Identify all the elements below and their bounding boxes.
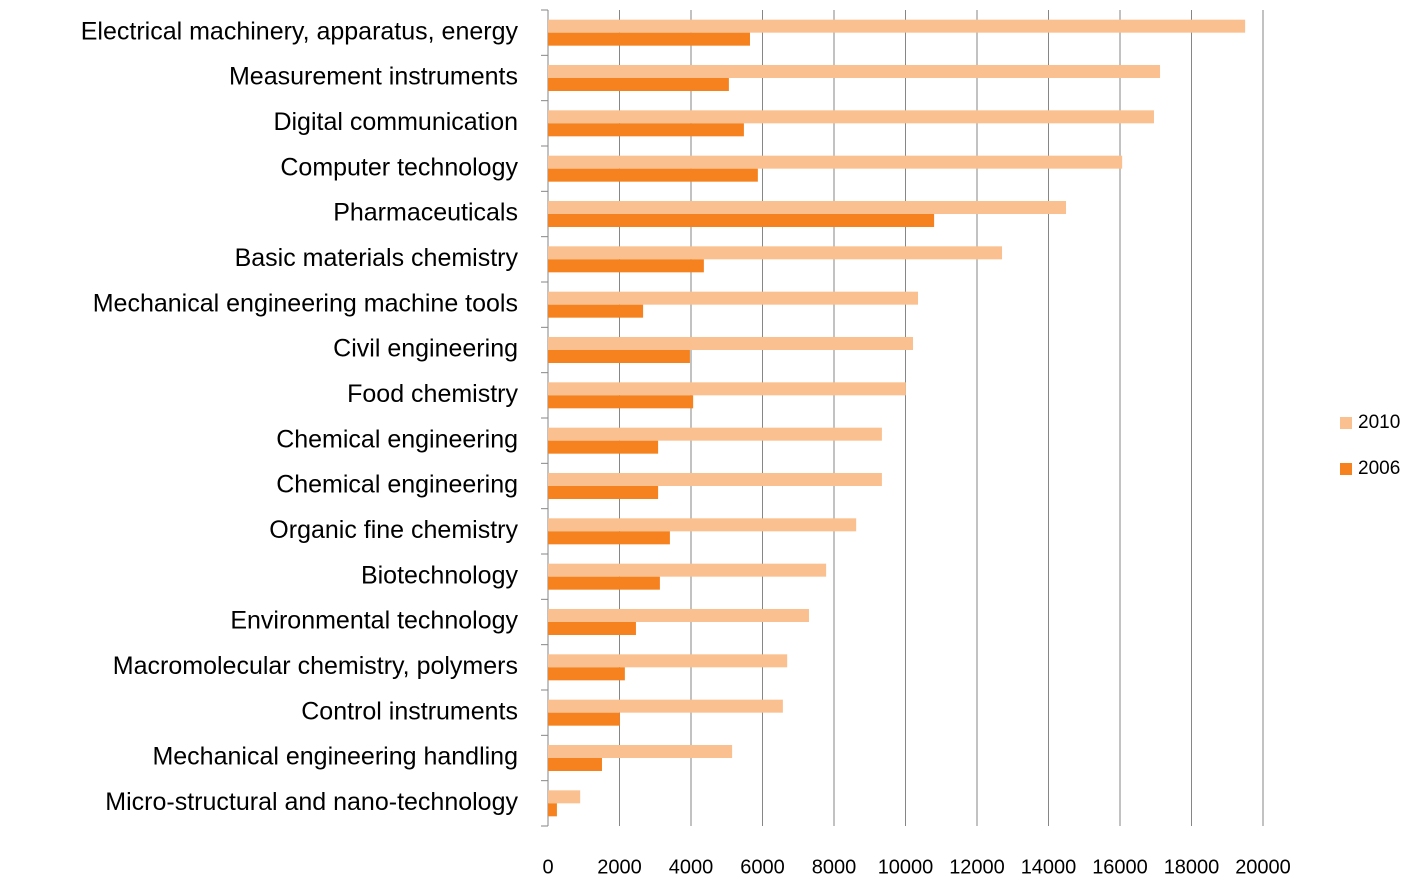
x-tick-label: 4000 [669,856,714,878]
bar [548,758,602,771]
bar [548,427,882,441]
y-tick-label: Macromolecular chemistry, polymers [113,652,518,680]
bar [548,473,882,486]
x-tick-label: 2000 [597,856,642,878]
bar [548,168,758,182]
bar [548,19,1246,33]
x-tick-label: 10000 [878,856,934,878]
y-tick-label: Chemical engineering [276,425,518,453]
bar [548,712,620,726]
bar [548,32,750,46]
bar [548,65,1161,78]
bar [548,110,1154,124]
bar [548,518,857,532]
bar [548,654,788,668]
bar [548,246,1003,260]
bar [548,201,1067,214]
y-tick-label: Organic fine chemistry [269,516,518,544]
bar [548,531,670,545]
bar [548,622,636,635]
bar [548,667,625,681]
legend-swatch [1340,417,1352,429]
y-tick-label: Digital communication [273,108,518,136]
bar [548,123,744,137]
bar [548,259,704,273]
bar [548,214,935,227]
bar [548,803,557,817]
bar [548,291,919,305]
y-tick-label: Biotechnology [361,561,519,589]
y-tick-label: Mechanical engineering machine tools [93,289,518,317]
y-tick-label: Electrical machinery, apparatus, energy [81,17,519,45]
y-tick-label: Civil engineering [333,335,518,363]
bar [548,563,827,577]
x-tick-label: 14000 [1021,856,1077,878]
x-tick-label: 6000 [740,856,785,878]
bar [548,78,729,91]
y-tick-label: Chemical engineering [276,471,518,499]
y-tick-label: Measurement instruments [229,63,518,91]
bar [548,699,783,713]
y-tick-label: Basic materials chemistry [235,244,519,272]
bar [548,576,660,590]
bar [548,350,690,363]
bar [548,155,1123,169]
y-tick-label: Control instruments [301,697,518,725]
x-tick-label: 20000 [1235,856,1291,878]
bar [548,609,809,622]
legend-label: 2010 [1358,412,1400,433]
bar [548,382,906,396]
y-tick-label: Micro-structural and nano-technology [105,788,518,816]
legend-label: 2006 [1358,458,1400,479]
bar [548,395,694,409]
y-tick-label: Environmental technology [230,607,518,635]
y-tick-label: Mechanical engineering handling [152,743,518,771]
x-tick-label: 18000 [1164,856,1220,878]
x-tick-label: 12000 [949,856,1005,878]
bar [548,790,581,804]
bar [548,486,659,499]
y-tick-label: Pharmaceuticals [333,199,518,227]
x-tick-label: 8000 [812,856,857,878]
bar [548,304,644,318]
x-tick-label: 16000 [1092,856,1148,878]
bar [548,337,914,350]
legend-swatch [1340,463,1352,475]
x-tick-label: 0 [542,856,553,878]
bar [548,745,733,758]
y-tick-label: Food chemistry [347,380,518,408]
bar [548,440,659,454]
y-tick-label: Computer technology [280,153,518,181]
